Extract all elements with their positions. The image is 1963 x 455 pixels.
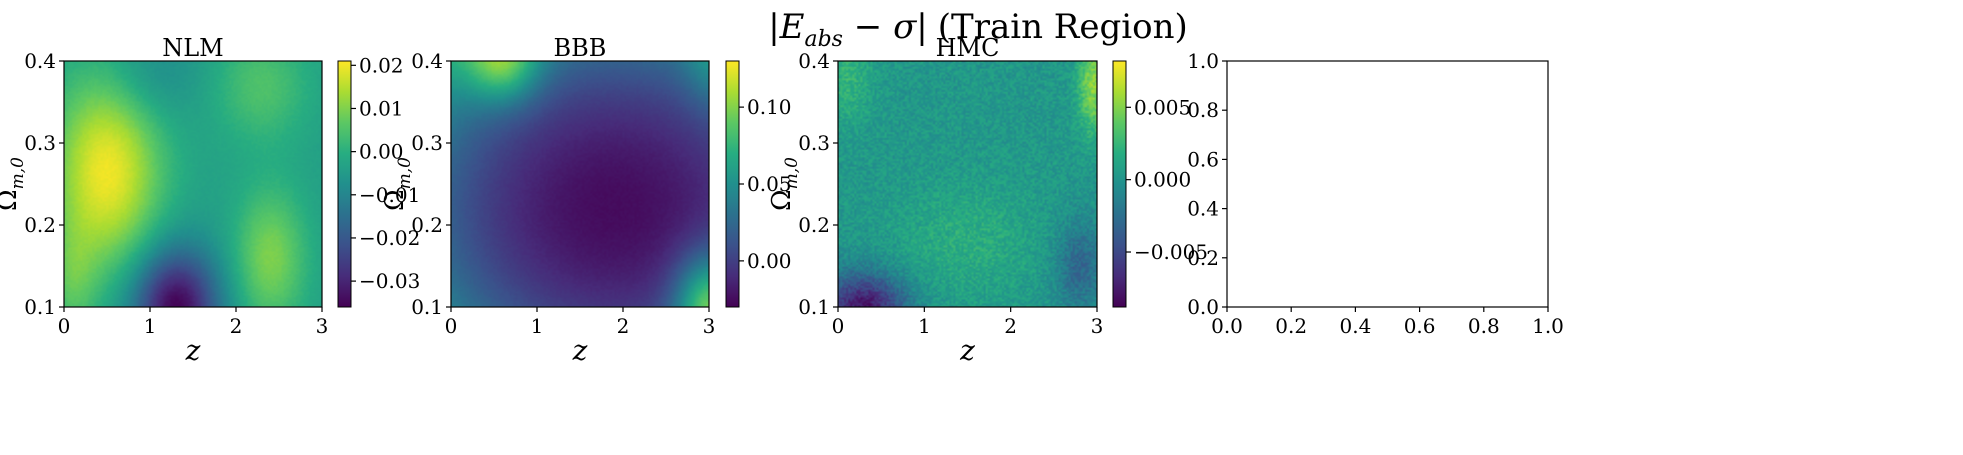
- title-math: |E: [768, 7, 804, 47]
- colorbar-tick-label: 0.00: [359, 140, 404, 164]
- x-axis-label: z: [959, 334, 975, 367]
- panel-title: NLM: [162, 34, 224, 62]
- y-tick-label: 0.4: [24, 49, 56, 73]
- title-text: (Train Region): [938, 7, 1188, 47]
- heatmap-image: [64, 61, 322, 307]
- y-tick-label: 0.2: [798, 213, 830, 237]
- x-tick-label: 0.0: [1211, 314, 1243, 338]
- y-tick-label: 0.2: [411, 213, 443, 237]
- y-tick-label: 0.1: [411, 295, 443, 319]
- colorbar-tick-label: 0.01: [359, 96, 404, 120]
- y-tick-label: 0.6: [1187, 147, 1219, 171]
- y-tick-label: 0.8: [1187, 98, 1219, 122]
- heatmap-image: [838, 61, 1097, 307]
- colorbar: [1112, 60, 1127, 308]
- colorbar-tick-label: 0.005: [1134, 95, 1191, 119]
- y-tick-label: 0.2: [1187, 246, 1219, 270]
- chart-panel-3: HMC 0 1 2 3 0.1 0.2 0.3 0.4 z Ωm,0 −0.005 0.000 0.005: [767, 34, 1208, 367]
- axes-frame: [450, 60, 710, 308]
- chart-panel-4: 0.0 0.2 0.4 0.6 0.8 1.0 0.0 0.2 0.4 0.6 0.8 1.0: [1187, 49, 1564, 338]
- x-tick-label: 3: [703, 314, 716, 338]
- y-tick-label: 0.0: [1187, 295, 1219, 319]
- axes-frame: [837, 60, 1098, 308]
- x-tick-label: 3: [1091, 314, 1104, 338]
- y-tick-label: 0.4: [1187, 197, 1219, 221]
- y-tick-label: 1.0: [1187, 49, 1219, 73]
- y-tick-label: 0.1: [798, 295, 830, 319]
- x-tick-label: 1: [531, 314, 544, 338]
- colorbar-tick-label: −0.005: [1134, 240, 1208, 264]
- x-tick-label: 0: [445, 314, 458, 338]
- axes-frame: [63, 60, 323, 308]
- colorbar-tick-label: 0.00: [747, 249, 792, 273]
- x-tick-label: 2: [617, 314, 630, 338]
- x-tick-label: 0.8: [1468, 314, 1500, 338]
- panel-title: HMC: [936, 34, 1000, 62]
- y-axis-label: Ωm,0: [380, 157, 415, 211]
- y-axis-label: Ωm,0: [767, 157, 802, 211]
- x-tick-label: 0.6: [1404, 314, 1436, 338]
- x-tick-label: 1: [918, 314, 931, 338]
- x-tick-label: 0: [832, 314, 845, 338]
- title-math-tail: − σ|: [843, 7, 928, 47]
- x-tick-label: 2: [230, 314, 243, 338]
- colorbar-tick-label: 0.05: [747, 172, 792, 196]
- x-tick-label: 1: [144, 314, 157, 338]
- colorbar-tick-label: 0.000: [1134, 168, 1191, 192]
- y-tick-label: 0.4: [411, 49, 443, 73]
- x-tick-label: 0.4: [1339, 314, 1371, 338]
- x-tick-label: 2: [1004, 314, 1017, 338]
- x-tick-label: 0.2: [1275, 314, 1307, 338]
- x-axis-label: z: [572, 334, 588, 367]
- y-tick-label: 0.3: [798, 131, 830, 155]
- figure-title: |Eabs − σ| (Train Region): [768, 7, 1188, 52]
- y-tick-label: 0.2: [24, 213, 56, 237]
- panel-title: BBB: [554, 34, 607, 62]
- colorbar-tick-label: 0.10: [747, 95, 792, 119]
- colorbar-tick-label: 0.02: [359, 53, 404, 77]
- title-subscript: abs: [804, 27, 843, 52]
- colorbar: [337, 60, 352, 308]
- colorbar-tick-label: −0.01: [359, 183, 420, 207]
- x-tick-label: 1.0: [1532, 314, 1564, 338]
- y-axis-label: Ωm,0: [0, 157, 28, 211]
- chart-panel-1: NLM 0 1 2 3 0.1 0.2 0.3 0.4 z Ωm,0 −0.03 −0.02 −0.01 0…: [0, 34, 420, 367]
- colorbar: [725, 60, 740, 308]
- y-tick-label: 0.3: [411, 131, 443, 155]
- x-tick-label: 3: [316, 314, 329, 338]
- y-tick-label: 0.4: [798, 49, 830, 73]
- y-tick-label: 0.3: [24, 131, 56, 155]
- heatmap-image: [451, 61, 709, 307]
- colorbar-tick-label: −0.03: [359, 269, 420, 293]
- x-tick-label: 0: [58, 314, 71, 338]
- y-tick-label: 0.1: [24, 295, 56, 319]
- chart-panel-2: BBB 0 1 2 3 0.1 0.2 0.3 0.4 z Ωm,0 0.00 0.05 0.10: [380, 34, 792, 367]
- x-axis-label: z: [185, 334, 201, 367]
- axes-frame: [1226, 60, 1549, 308]
- colorbar-tick-label: −0.02: [359, 226, 420, 250]
